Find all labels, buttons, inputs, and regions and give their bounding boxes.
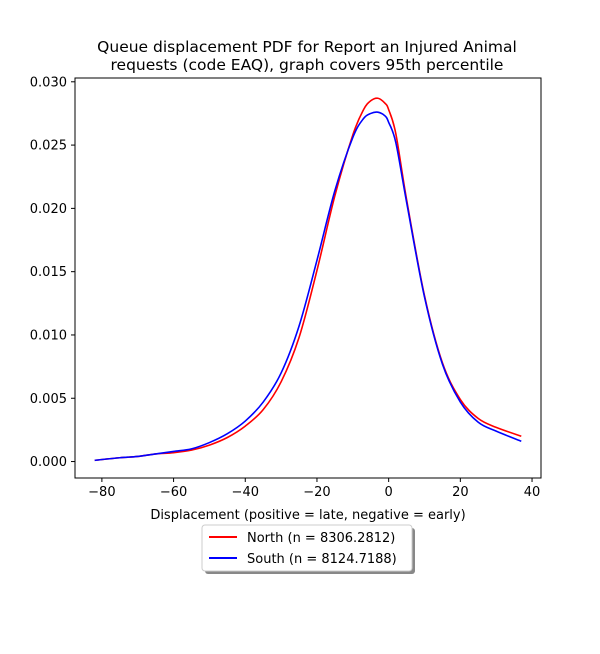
- x-tick-label: 40: [524, 485, 541, 500]
- y-axis: 0.000 0.005 0.010 0.015 0.020 0.025 0.030: [30, 75, 75, 470]
- x-tick-label: −40: [232, 485, 259, 500]
- legend: North (n = 8306.2812) South (n = 8124.71…: [201, 524, 413, 572]
- plot-frame: [74, 77, 542, 479]
- y-tick-label: 0.010: [30, 328, 67, 343]
- x-axis: −80 −60 −40 −20 0 20 40: [88, 478, 540, 500]
- y-tick-label: 0.000: [30, 455, 67, 470]
- x-tick-label: −80: [88, 485, 115, 500]
- legend-box: [201, 524, 413, 572]
- x-axis-label: Displacement (positive = late, negative …: [150, 508, 465, 523]
- y-tick-label: 0.005: [30, 392, 67, 407]
- x-tick-label: −20: [303, 485, 330, 500]
- y-tick-label: 0.025: [30, 139, 67, 154]
- chart-title-line-2: requests (code EAQ), graph covers 95th p…: [111, 56, 504, 74]
- series-layer: [94, 97, 522, 462]
- series-line-south: [94, 111, 522, 462]
- legend-label-south: South (n = 8124.7188): [247, 552, 397, 567]
- plot-area: [75, 78, 541, 478]
- y-tick-label: 0.015: [30, 265, 67, 280]
- chart-title-line-1: Queue displacement PDF for Report an Inj…: [97, 38, 517, 56]
- legend-label-north: North (n = 8306.2812): [247, 531, 395, 546]
- y-tick-label: 0.030: [30, 75, 67, 90]
- x-tick-label: 0: [385, 485, 393, 500]
- x-tick-label: −60: [160, 485, 187, 500]
- chart-title: Queue displacement PDF for Report an Inj…: [97, 38, 517, 74]
- x-tick-label: 20: [452, 485, 469, 500]
- y-tick-label: 0.020: [30, 202, 67, 217]
